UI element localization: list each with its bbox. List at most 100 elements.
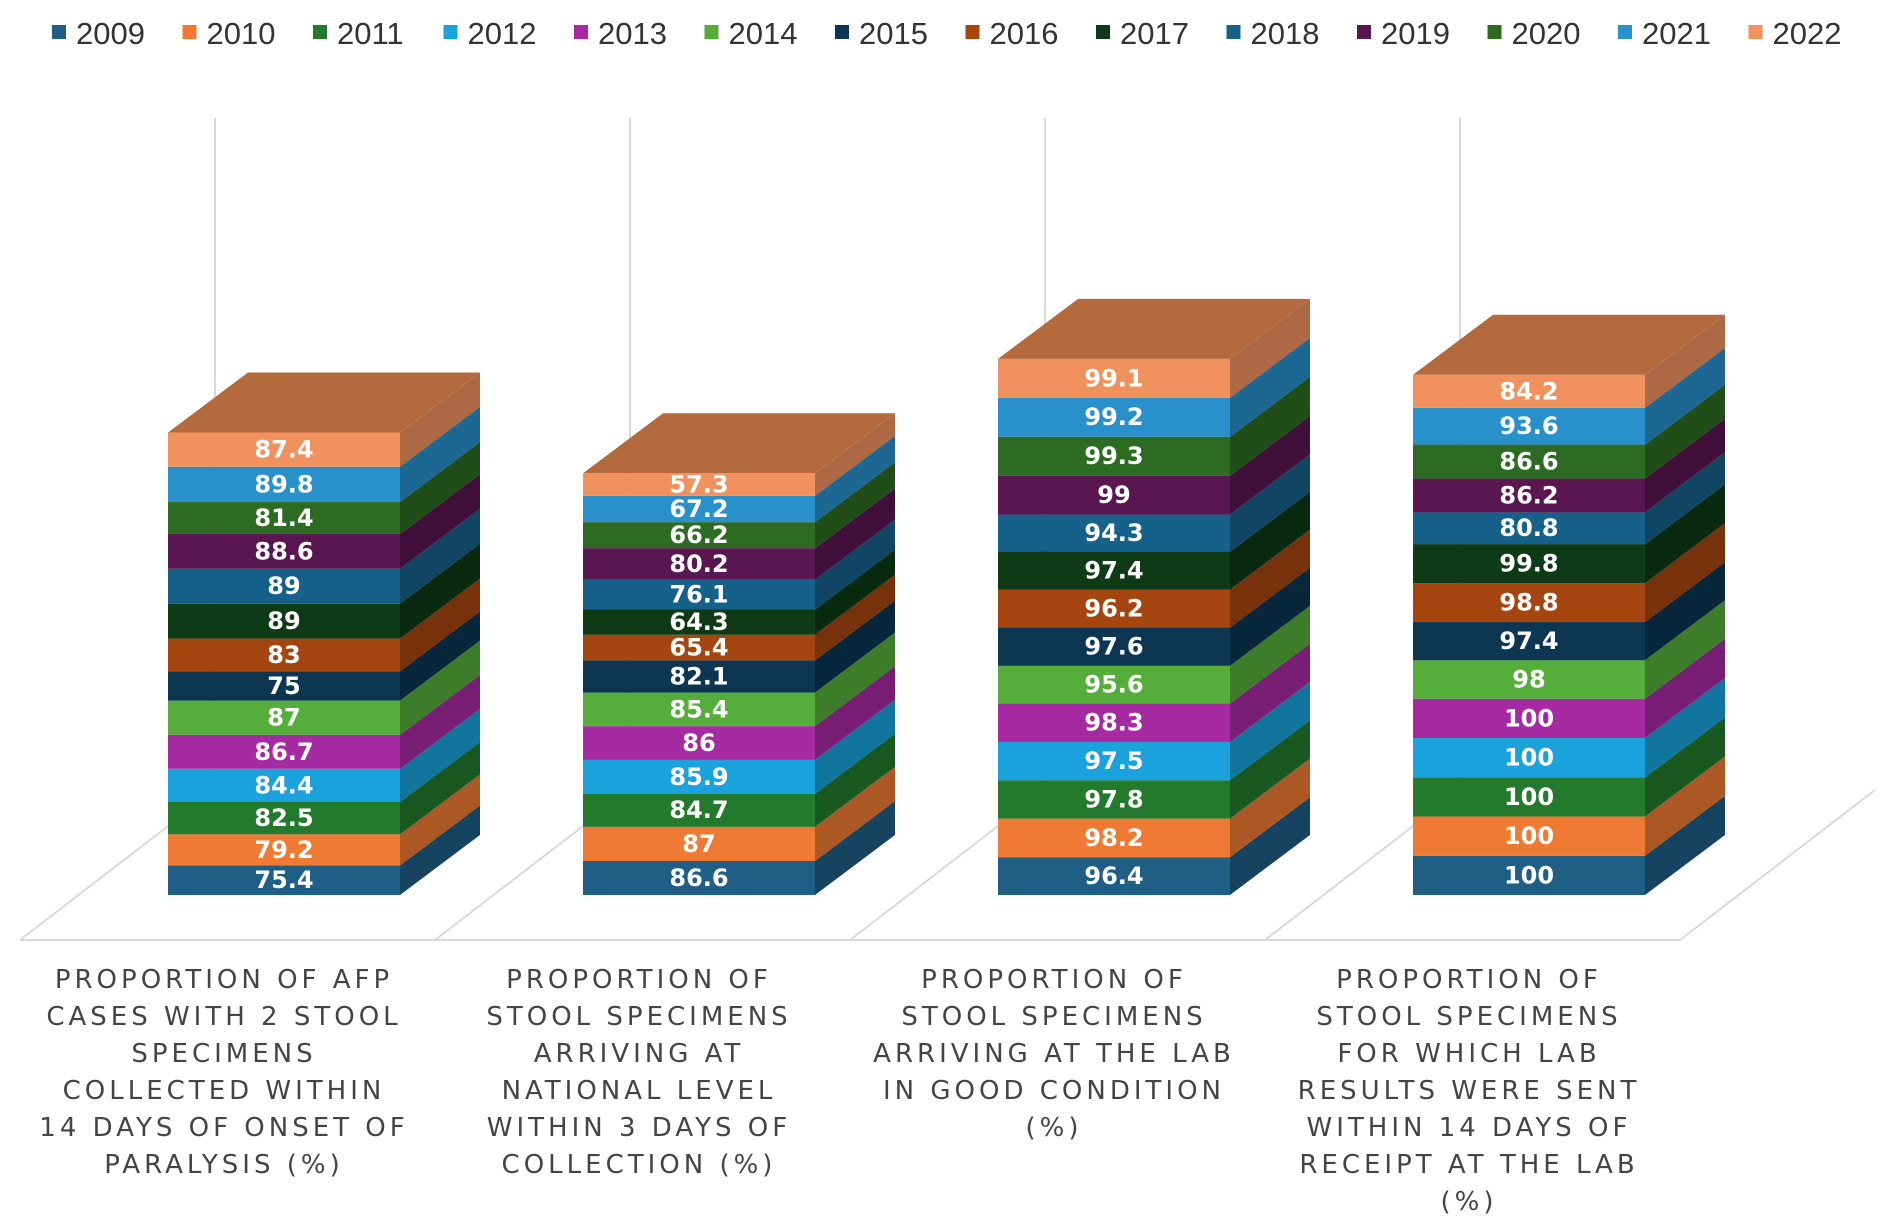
legend-label-2013: 2013: [598, 16, 667, 51]
legend-label-2017: 2017: [1120, 16, 1189, 51]
bar-side-2015-col1: [400, 611, 480, 701]
data-label-2011-col4: 100: [1504, 783, 1554, 811]
legend-label-2020: 2020: [1512, 16, 1581, 51]
data-label-2009-col2: 86.6: [669, 864, 728, 892]
bar-2020-col1: [168, 502, 400, 534]
data-label-2015-col2: 82.1: [669, 663, 728, 691]
data-label-2009-col3: 96.4: [1084, 862, 1143, 890]
legend-swatch-2016: [965, 25, 980, 39]
bar-side-2015-col4: [1645, 562, 1725, 661]
bar-2021-col4: [1413, 407, 1645, 445]
legend-label-2011: 2011: [337, 16, 404, 51]
bar-side-2009-col3: [1230, 797, 1310, 895]
bar-side-2015-col2: [815, 600, 895, 693]
bar-side-2009-col4: [1645, 795, 1725, 895]
data-label-2017-col1: 89: [267, 607, 300, 635]
bar-side-2010-col3: [1230, 758, 1310, 858]
bar-2022-col2: [583, 473, 815, 496]
bar-side-2019-col1: [400, 473, 480, 569]
data-label-2009-col1: 75.4: [254, 866, 313, 894]
bar-2021-col1: [168, 466, 400, 503]
legend-label-2022: 2022: [1773, 16, 1842, 51]
bar-2020-col4: [1413, 444, 1645, 479]
data-label-2011-col3: 97.8: [1084, 785, 1143, 813]
bar-side-2019-col3: [1230, 415, 1310, 515]
bar-2011-col4: [1413, 777, 1645, 817]
bar-2020-col3: [998, 436, 1230, 476]
data-label-2010-col2: 87: [682, 830, 715, 858]
data-label-2022-col4: 84.2: [1499, 377, 1558, 405]
bar-2017-col3: [998, 551, 1230, 590]
bar-side-2011-col3: [1230, 720, 1310, 819]
bar-side-2022-col3: [1230, 298, 1310, 398]
bar-2015-col1: [168, 671, 400, 701]
bar-2018-col2: [583, 579, 815, 610]
data-label-2020-col2: 66.2: [669, 521, 728, 549]
data-label-2010-col1: 79.2: [254, 836, 313, 864]
category-label-3: PROPORTION OF STOOL SPECIMENS ARRIVING AT …: [873, 965, 1235, 1143]
bar-2013-col3: [998, 703, 1230, 742]
bar-side-2011-col2: [815, 733, 895, 827]
bar-side-2012-col1: [400, 708, 480, 802]
data-label-2021-col4: 93.6: [1499, 412, 1558, 440]
bar-side-2009-col2: [815, 801, 895, 895]
data-label-2010-col4: 100: [1504, 822, 1554, 850]
bar-2011-col2: [583, 793, 815, 827]
legend-swatch-2018: [1226, 25, 1241, 39]
data-label-2011-col2: 84.7: [669, 796, 728, 824]
bar-2021-col2: [583, 495, 815, 523]
bar-2020-col2: [583, 522, 815, 549]
bar-2021-col3: [998, 397, 1230, 437]
bar-side-2010-col4: [1645, 756, 1725, 856]
bar-side-2022-col4: [1645, 314, 1725, 408]
bar-side-2021-col2: [815, 435, 895, 523]
bar-2018-col1: [168, 568, 400, 604]
legend-swatch-2014: [704, 25, 719, 39]
bar-2019-col1: [168, 533, 400, 569]
bar-2011-col3: [998, 780, 1230, 819]
data-label-2018-col2: 76.1: [669, 581, 728, 609]
bar-2012-col4: [1413, 738, 1645, 778]
bar-side-2017-col2: [815, 549, 895, 635]
data-label-2019-col4: 86.2: [1499, 481, 1558, 509]
bar-2016-col3: [998, 589, 1230, 628]
bar-2015-col4: [1413, 622, 1645, 661]
bar-2009-col2: [583, 861, 815, 895]
bar-2022-col4: [1413, 374, 1645, 408]
bar-side-2018-col3: [1230, 454, 1310, 552]
legend-swatch-2010: [182, 25, 197, 39]
data-label-2016-col3: 96.2: [1084, 595, 1143, 623]
bar-top-col1: [168, 372, 480, 433]
category-label-1: PROPORTION OF AFP CASES WITH 2 STOOL SPECI…: [39, 965, 408, 1180]
columns: 75.479.2 82.5 84.4 86.7 87 75 83 89 89 88.6 81.4 89…: [168, 298, 1725, 895]
data-label-2014-col1: 87: [267, 704, 300, 732]
bar-top-col4: [1413, 314, 1725, 375]
bar-side-2014-col3: [1230, 605, 1310, 704]
legend-label-2010: 2010: [207, 16, 276, 51]
legend-label-2021: 2021: [1642, 16, 1711, 51]
bar-side-2017-col4: [1645, 484, 1725, 584]
bar-side-2018-col2: [815, 519, 895, 610]
data-label-2017-col4: 99.8: [1499, 550, 1558, 578]
bar-2022-col3: [998, 358, 1230, 398]
data-label-2022-col3: 99.1: [1084, 364, 1143, 392]
legend-swatch-2022: [1748, 25, 1763, 39]
data-label-2017-col2: 64.3: [669, 608, 728, 636]
bar-2011-col1: [168, 801, 400, 835]
bar-2014-col2: [583, 692, 815, 727]
bar-top-col2: [583, 413, 895, 474]
bar-side-2013-col1: [400, 674, 480, 769]
bar-2009-col4: [1413, 855, 1645, 895]
data-label-2015-col3: 97.6: [1084, 633, 1143, 661]
legend-label-2019: 2019: [1381, 16, 1450, 51]
column-2: 86.6 87 84.7 85.9 86 85.4 82.165.464.376.1 80.2…: [583, 413, 895, 895]
bar-2012-col3: [998, 741, 1230, 781]
legend-label-2014: 2014: [729, 16, 798, 51]
data-label-2018-col4: 80.8: [1499, 514, 1558, 542]
bar-2018-col3: [998, 514, 1230, 552]
bar-side-2019-col2: [815, 488, 895, 580]
bar-side-2016-col4: [1645, 523, 1725, 623]
bar-side-2012-col2: [815, 699, 895, 794]
bar-2014-col4: [1413, 660, 1645, 699]
